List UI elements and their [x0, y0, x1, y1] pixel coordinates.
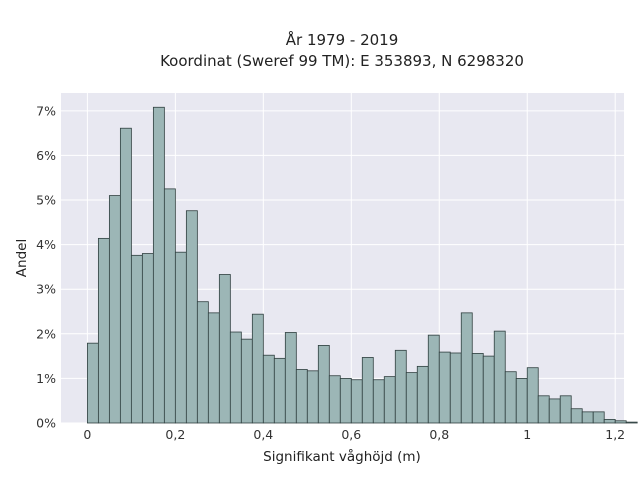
y-tick-label: 5%: [36, 193, 56, 208]
histogram-bar: [317, 345, 330, 424]
histogram-bar: [108, 195, 121, 424]
histogram-bar: [493, 330, 506, 424]
histogram-bar: [570, 408, 583, 424]
histogram-bar: [251, 313, 264, 424]
histogram-bars: [86, 106, 638, 424]
histogram-bar: [262, 354, 275, 424]
x-axis-label: Signifikant våghöjd (m): [263, 448, 421, 465]
histogram-bar: [438, 351, 451, 424]
histogram-bar: [405, 372, 418, 424]
histogram-bar: [196, 301, 209, 424]
histogram-bar: [537, 395, 550, 424]
x-tick-label: 0,6: [341, 427, 361, 442]
histogram-bar: [482, 355, 495, 424]
histogram-bar: [581, 411, 594, 424]
histogram-bar: [548, 398, 561, 424]
x-tick-label: 1: [523, 427, 531, 442]
x-tick-label: 0: [83, 427, 91, 442]
axis-ticks: 0 0,2 0,4 0,6 0,8 1 1,2 0% 1% 2% 3% 4% 5% 6% 7%: [36, 103, 625, 442]
histogram-bar: [119, 127, 132, 424]
histogram-bar: [515, 378, 528, 424]
y-tick-label: 6%: [36, 148, 56, 163]
histogram-bar: [328, 375, 341, 424]
histogram-bar: [504, 371, 517, 424]
histogram-bar: [383, 376, 396, 424]
chart-title-line2: Koordinat (Sweref 99 TM): E 353893, N 62…: [160, 52, 524, 70]
y-tick-label: 0%: [36, 416, 56, 431]
histogram-bar: [130, 254, 143, 424]
y-tick-label: 1%: [36, 371, 56, 386]
y-tick-label: 7%: [36, 103, 56, 118]
histogram-bar: [416, 365, 429, 424]
histogram-bar: [295, 369, 308, 424]
y-tick-label: 4%: [36, 237, 56, 252]
histogram-bar: [559, 395, 572, 424]
histogram-bar: [394, 349, 407, 424]
histogram-bar: [185, 210, 198, 424]
histogram-bar: [207, 312, 220, 424]
histogram-bar: [141, 253, 154, 424]
histogram-bar: [273, 357, 286, 424]
histogram-bar: [240, 338, 253, 424]
histogram-bar: [229, 331, 242, 424]
y-tick-label: 2%: [36, 326, 56, 341]
histogram-bar: [614, 420, 627, 424]
histogram-bar: [97, 237, 110, 424]
x-tick-label: 0,2: [165, 427, 185, 442]
histogram-bar: [460, 312, 473, 424]
histogram-bar: [174, 251, 187, 424]
histogram-bar: [427, 334, 440, 424]
y-axis-label: Andel: [14, 239, 30, 277]
histogram-bar: [339, 378, 352, 424]
histogram-bar: [86, 342, 99, 424]
histogram-bar: [361, 357, 374, 424]
histogram-bar: [526, 367, 539, 424]
histogram-bar: [625, 421, 638, 424]
histogram-bar: [592, 411, 605, 424]
histogram-bar: [284, 332, 297, 424]
y-tick-label: 3%: [36, 282, 56, 297]
histogram-bar: [603, 419, 616, 424]
histogram-bar: [372, 379, 385, 424]
x-tick-label: 1,2: [605, 427, 625, 442]
chart-title-line1: År 1979 - 2019: [286, 30, 399, 49]
histogram-bar: [306, 370, 319, 424]
histogram-bar: [449, 352, 462, 424]
histogram-bar: [350, 379, 363, 424]
histogram-bar: [471, 353, 484, 424]
histogram-bar: [152, 106, 165, 424]
x-tick-label: 0,4: [253, 427, 273, 442]
histogram-bar: [163, 188, 176, 424]
x-tick-label: 0,8: [429, 427, 449, 442]
histogram-bar: [218, 274, 231, 424]
